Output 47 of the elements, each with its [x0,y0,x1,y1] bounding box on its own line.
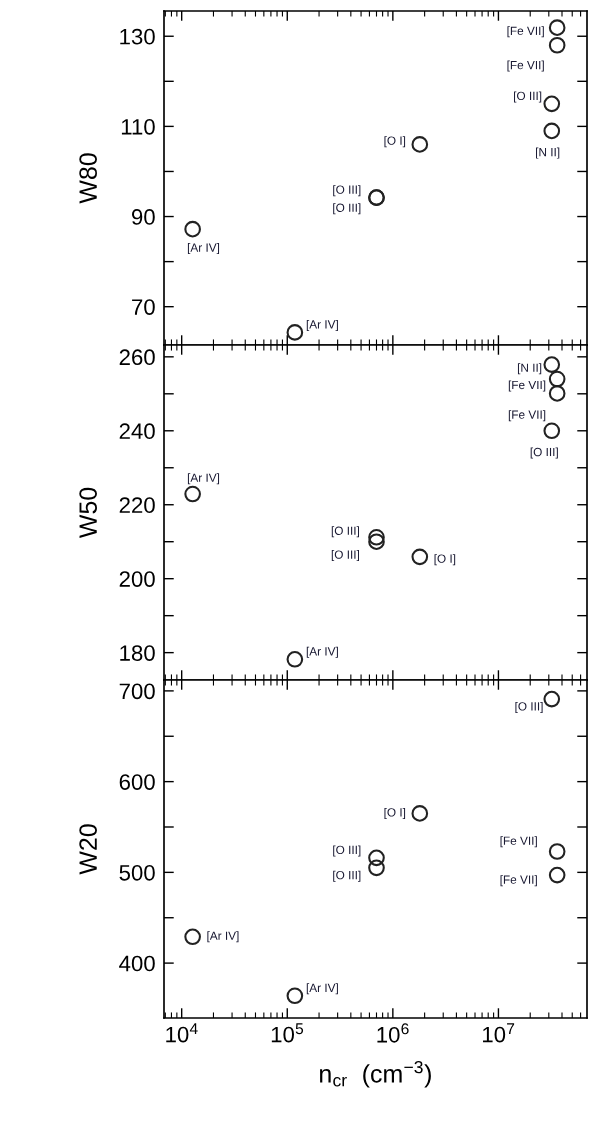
y-tick-label: 500 [119,864,155,881]
annotation: [O III] [333,203,361,215]
y-tick-label: 260 [119,349,155,366]
y-tick-label: 600 [119,774,155,790]
y-tick-label: 70 [132,299,155,315]
annotation: [O I] [384,807,406,819]
annotation: [N II] [517,363,542,375]
annotation: [O III] [333,870,361,882]
annotation: [O I] [434,554,456,566]
annotation: [Ar IV] [207,931,239,943]
y-tick-label: 220 [119,497,155,514]
annotation: [Ar IV] [306,983,338,995]
annotation: [N II] [536,147,560,159]
annotation: [O III] [331,526,359,538]
annotation: [O III] [333,845,361,857]
annotation: [Fe VII] [508,410,546,422]
annotation: [Ar IV] [306,319,338,331]
x-tick-label: 10$^{4}$ [166,1023,198,1043]
annotation: [Fe VII] [507,26,544,38]
y-axis-title: W20 [79,824,97,875]
annotation: [Ar IV] [187,243,220,255]
x-tick-label: 10$^{5}$ [271,1023,304,1043]
y-tick-label: 700 [119,683,155,700]
annotation: [Ar IV] [306,646,338,658]
annotation: [Fe VII] [500,836,537,848]
annotation: [O III] [514,91,542,103]
annotation: [O III] [331,550,359,562]
annotation: [O III] [530,447,558,459]
y-tick-label: 240 [119,423,155,440]
x-axis-title: n$_{cr}$ (cm$^{−3}$) [320,1060,431,1088]
annotation: [O III] [515,701,543,713]
y-tick-label: 90 [131,209,155,225]
y-tick-label: 400 [119,955,155,972]
annotation: [O I] [384,136,406,148]
annotation: [Ar IV] [187,473,220,485]
annotation: [Fe VII] [507,60,544,72]
y-tick-label: 180 [120,645,155,661]
y-tick-label: 130 [120,28,155,45]
annotation: [Fe VII] [500,875,537,887]
x-tick-label: 10$^{7}$ [483,1023,515,1043]
y-tick-label: 200 [119,571,155,587]
y-tick-label: 110 [121,118,155,135]
annotation: [Fe VII] [508,380,546,392]
x-tick-label: 10$^{6}$ [377,1023,409,1043]
y-axis-title: W50 [79,487,97,539]
annotation: [O III] [333,185,361,197]
y-axis-title: W80 [79,153,97,204]
